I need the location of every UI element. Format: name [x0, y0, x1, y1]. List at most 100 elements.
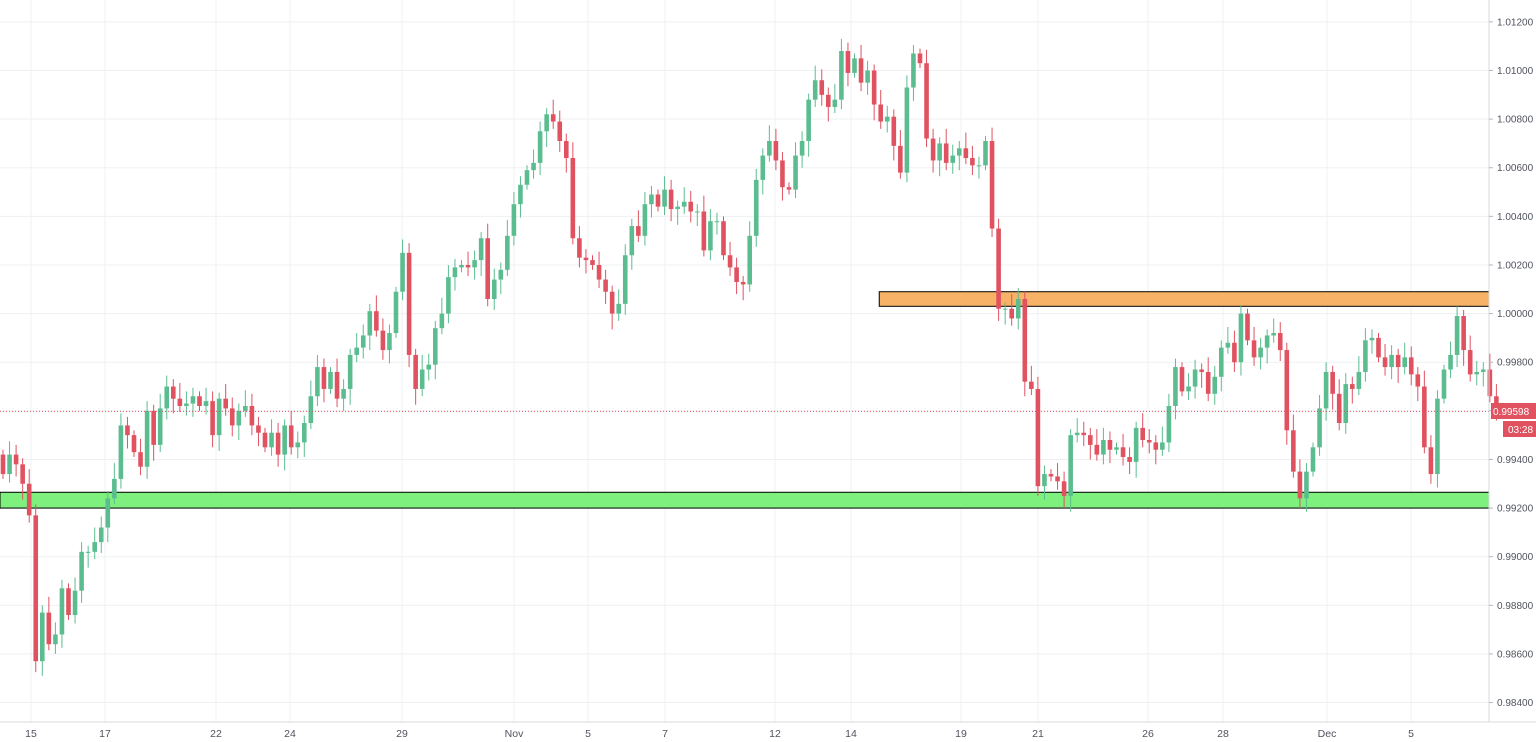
candle-down[interactable]	[570, 158, 576, 239]
candle-down[interactable]	[1487, 369, 1493, 397]
candle-up[interactable]	[1212, 376, 1218, 394]
candle-down[interactable]	[924, 63, 929, 139]
candle-up[interactable]	[302, 422, 307, 443]
candle-down[interactable]	[151, 410, 156, 445]
candle-up[interactable]	[642, 204, 648, 236]
candle-down[interactable]	[786, 187, 792, 190]
candle-down[interactable]	[564, 140, 569, 159]
candle-up[interactable]	[354, 347, 359, 355]
candle-down[interactable]	[930, 138, 936, 161]
time-axis[interactable]: 15 17 22 24 29 Nov 5 7 12 14 19 21 26 28 Dec 5	[25, 728, 1414, 740]
candle-up[interactable]	[832, 99, 838, 107]
candle-up[interactable]	[308, 396, 314, 423]
candle-up[interactable]	[793, 155, 798, 190]
candle-up[interactable]	[695, 211, 700, 213]
candle-up[interactable]	[1481, 369, 1486, 372]
candle-up[interactable]	[236, 410, 242, 426]
candle-up[interactable]	[537, 131, 543, 163]
candle-up[interactable]	[72, 590, 78, 616]
candle-up[interactable]	[622, 255, 628, 304]
candle-up[interactable]	[708, 221, 713, 251]
candle-down[interactable]	[380, 330, 386, 351]
candle-down[interactable]	[1061, 481, 1067, 496]
candle-down[interactable]	[1107, 440, 1113, 450]
candle-up[interactable]	[1166, 405, 1172, 443]
candle-up[interactable]	[144, 410, 150, 467]
candle-up[interactable]	[1002, 308, 1008, 310]
candle-down[interactable]	[413, 354, 418, 389]
candle-up[interactable]	[1356, 371, 1362, 389]
candle-down[interactable]	[485, 238, 490, 300]
candle-up[interactable]	[59, 588, 65, 635]
candle-down[interactable]	[740, 281, 746, 285]
candle-down[interactable]	[773, 140, 779, 161]
candle-up[interactable]	[1454, 316, 1460, 355]
candle-down[interactable]	[1245, 313, 1250, 341]
candle-up[interactable]	[491, 279, 497, 300]
candle-down[interactable]	[0, 454, 6, 475]
candle-up[interactable]	[1192, 369, 1198, 387]
candle-down[interactable]	[1205, 371, 1211, 394]
candle-up[interactable]	[295, 442, 301, 448]
candle-up[interactable]	[1186, 386, 1191, 392]
candle-up[interactable]	[79, 551, 84, 591]
candle-down[interactable]	[1415, 374, 1421, 387]
candle-up[interactable]	[328, 371, 333, 389]
candle-up[interactable]	[1363, 340, 1368, 372]
candle-down[interactable]	[1199, 369, 1204, 372]
candle-down[interactable]	[321, 367, 327, 389]
candle-down[interactable]	[1009, 308, 1014, 319]
candle-down[interactable]	[334, 371, 340, 399]
candle-up[interactable]	[937, 143, 942, 161]
candle-down[interactable]	[1048, 474, 1054, 477]
candle-up[interactable]	[839, 51, 844, 100]
candle-down[interactable]	[20, 464, 25, 484]
candle-up[interactable]	[1389, 354, 1394, 368]
resistance-zone[interactable]	[878, 291, 1490, 307]
candle-down[interactable]	[1428, 447, 1434, 475]
candle-down[interactable]	[1461, 316, 1466, 351]
candle-down[interactable]	[603, 279, 608, 292]
candle-up[interactable]	[439, 313, 445, 329]
candle-down[interactable]	[171, 386, 176, 399]
candle-down[interactable]	[1055, 476, 1060, 482]
candle-down[interactable]	[780, 160, 785, 188]
candle-up[interactable]	[760, 155, 766, 180]
candle-up[interactable]	[7, 454, 12, 475]
candle-down[interactable]	[878, 104, 883, 122]
candle-up[interactable]	[950, 155, 956, 163]
candle-down[interactable]	[727, 255, 733, 268]
candle-up[interactable]	[1448, 354, 1453, 370]
candle-down[interactable]	[1022, 299, 1028, 382]
candle-up[interactable]	[747, 235, 752, 285]
candle-down[interactable]	[1376, 337, 1381, 358]
candle-up[interactable]	[53, 634, 58, 645]
candle-down[interactable]	[1330, 371, 1335, 394]
candle-up[interactable]	[1133, 427, 1139, 462]
candle-down[interactable]	[891, 116, 897, 146]
candle-up[interactable]	[616, 303, 621, 314]
candle-down[interactable]	[1251, 340, 1257, 358]
candle-down[interactable]	[917, 53, 923, 64]
candle-up[interactable]	[184, 403, 189, 406]
candle-down[interactable]	[13, 454, 19, 465]
candle-up[interactable]	[433, 328, 438, 365]
candle-up[interactable]	[976, 165, 982, 167]
candle-up[interactable]	[347, 354, 353, 389]
candle-down[interactable]	[1350, 384, 1355, 389]
candle-up[interactable]	[681, 201, 687, 207]
candle-up[interactable]	[452, 267, 458, 278]
candle-up[interactable]	[1441, 369, 1447, 399]
candle-down[interactable]	[1297, 471, 1303, 499]
candle-up[interactable]	[1304, 471, 1309, 499]
candle-up[interactable]	[393, 291, 399, 334]
candle-up[interactable]	[40, 612, 45, 662]
candle-down[interactable]	[636, 226, 641, 236]
candle-down[interactable]	[970, 158, 975, 166]
candle-down[interactable]	[177, 398, 183, 406]
candle-down[interactable]	[989, 140, 995, 229]
candle-up[interactable]	[884, 116, 890, 122]
candle-down[interactable]	[609, 291, 615, 314]
candle-down[interactable]	[1094, 444, 1100, 455]
